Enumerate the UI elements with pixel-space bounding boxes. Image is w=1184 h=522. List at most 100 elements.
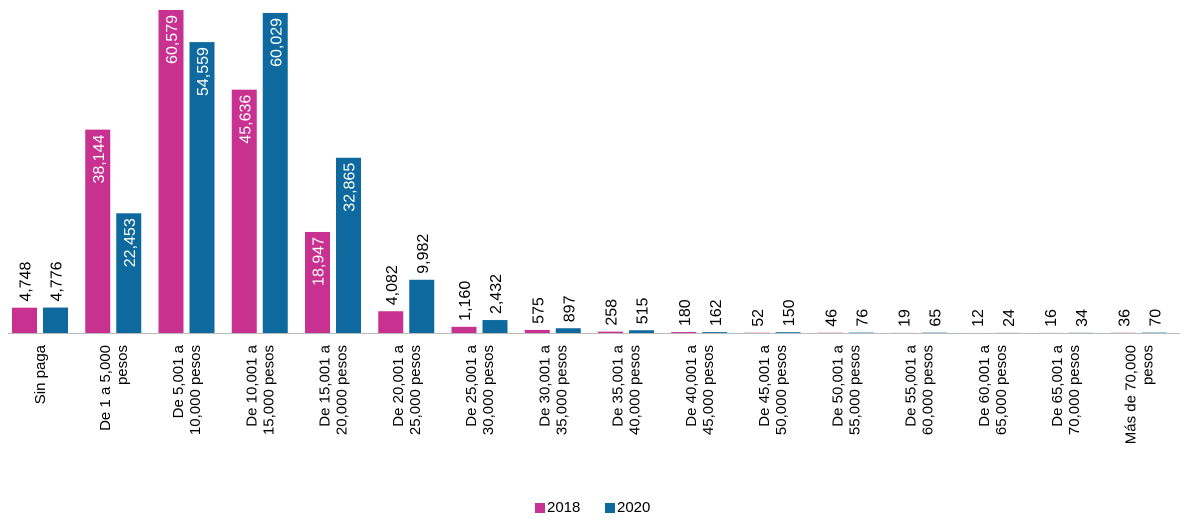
- value-label: 45,636: [237, 95, 254, 144]
- x-tick-label: De 65,001 a70,000 pesos: [1049, 344, 1083, 435]
- value-label: 36: [1116, 309, 1133, 327]
- value-label: 4,748: [18, 262, 35, 302]
- x-tick-label-line: 45,000 pesos: [700, 345, 717, 435]
- value-label: 180: [677, 299, 694, 326]
- x-tick-label-line: De 60,001 a: [976, 344, 993, 426]
- x-tick-label: De 35,001 a40,000 pesos: [610, 344, 644, 435]
- legend-label: 2018: [547, 499, 580, 516]
- x-tick-label: Sin paga: [32, 344, 49, 404]
- value-label: 38,144: [91, 135, 108, 184]
- x-tick-label-line: De 1 a 5,000: [97, 345, 114, 431]
- x-tick-label-line: De 15,001 a: [317, 344, 334, 426]
- bar: [775, 332, 801, 333]
- value-label: 16: [1043, 309, 1060, 327]
- x-tick-label: De 60,001 a65,000 pesos: [976, 344, 1010, 435]
- bar: [451, 326, 477, 333]
- x-tick-label-line: 25,000 pesos: [407, 345, 424, 435]
- value-label: 54,559: [195, 47, 212, 96]
- value-label: 515: [635, 297, 652, 324]
- value-label: 150: [781, 299, 798, 326]
- bar: [555, 328, 581, 333]
- value-label: 52: [750, 309, 767, 327]
- x-tick-label: Más de 70,000pesos: [1122, 345, 1156, 444]
- x-tick-label-line: De 25,001 a: [463, 344, 480, 426]
- x-tick-label-line: De 35,001 a: [610, 344, 627, 426]
- x-tick-label: De 25,001 a30,000 pesos: [463, 344, 497, 435]
- bar: [671, 332, 697, 333]
- x-tick-label-line: De 55,001 a: [903, 344, 920, 426]
- value-label: 12: [970, 309, 987, 327]
- x-tick-label-line: 35,000 pesos: [553, 345, 570, 435]
- value-label: 4,776: [49, 261, 66, 301]
- x-tick-label-line: 15,000 pesos: [260, 345, 277, 435]
- bar: [409, 279, 435, 333]
- x-tick-label-line: 20,000 pesos: [334, 345, 351, 435]
- value-label: 46: [823, 309, 840, 327]
- bar: [336, 157, 361, 333]
- x-tick-label-line: Sin paga: [32, 344, 49, 404]
- bar: [524, 329, 550, 333]
- x-tick-label: De 10,001 a15,000 pesos: [243, 344, 277, 435]
- x-tick-label-line: 30,000 pesos: [480, 345, 497, 435]
- bar: [189, 42, 215, 333]
- x-tick-label-line: Más de 70,000: [1122, 345, 1139, 444]
- value-label: 65: [928, 309, 945, 327]
- value-label: 897: [561, 295, 578, 322]
- value-label: 19: [897, 309, 914, 327]
- value-label: 76: [854, 309, 871, 327]
- x-tick-label-line: De 65,001 a: [1049, 344, 1066, 426]
- x-tick-label: De 45,001 a50,000 pesos: [756, 344, 790, 435]
- x-tick-label-line: 65,000 pesos: [993, 345, 1010, 435]
- x-tick-label-line: De 45,001 a: [756, 344, 773, 426]
- x-tick-label-line: 50,000 pesos: [773, 345, 790, 435]
- x-tick-label-line: 60,000 pesos: [920, 345, 937, 435]
- bar: [85, 129, 111, 333]
- x-tick-label-line: De 20,001 a: [390, 344, 407, 426]
- x-tick-label: De 55,001 a60,000 pesos: [903, 344, 937, 435]
- value-label: 258: [604, 299, 621, 326]
- x-tick-label: De 15,001 a20,000 pesos: [317, 344, 351, 435]
- value-label: 24: [1001, 309, 1018, 327]
- x-tick-label-line: De 50,001 a: [829, 344, 846, 426]
- bar: [305, 231, 330, 333]
- bar: [262, 12, 288, 334]
- bar: [231, 89, 257, 334]
- x-tick-label-line: De 5,001 a: [170, 344, 187, 418]
- value-label: 70: [1147, 309, 1164, 327]
- bar: [482, 320, 508, 333]
- value-label: 60,029: [268, 18, 285, 67]
- x-tick-label-line: De 40,001 a: [683, 344, 700, 426]
- bar: [158, 10, 184, 333]
- x-tick-label-line: 55,000 pesos: [846, 345, 863, 435]
- value-label: 22,453: [122, 218, 139, 267]
- x-tick-label-line: 40,000 pesos: [627, 345, 644, 435]
- bar: [12, 307, 37, 333]
- value-label: 162: [708, 299, 725, 326]
- value-label: 1,160: [457, 281, 474, 321]
- bar: [598, 331, 623, 333]
- legend-swatch: [535, 503, 545, 513]
- x-tick-label-line: 70,000 pesos: [1066, 345, 1083, 435]
- bar: [629, 330, 654, 333]
- x-tick-label-line: 10,000 pesos: [187, 345, 204, 435]
- x-tick-label: De 5,001 a10,000 pesos: [170, 344, 204, 435]
- legend-label: 2020: [617, 499, 650, 516]
- x-tick-label-line: De 10,001 a: [243, 344, 260, 426]
- value-label: 60,579: [164, 15, 181, 64]
- x-tick-label-line: De 30,001 a: [536, 344, 553, 426]
- bar: [378, 311, 404, 333]
- value-label: 4,082: [384, 265, 401, 305]
- bar: [116, 213, 142, 333]
- value-label: 32,865: [342, 163, 359, 212]
- x-tick-label: De 20,001 a25,000 pesos: [390, 344, 424, 435]
- x-tick-label: De 1 a 5,000pesos: [97, 345, 131, 431]
- legend-swatch: [605, 503, 615, 513]
- x-tick-label-line: pesos: [114, 345, 131, 385]
- bar: [702, 332, 728, 333]
- x-tick-label: De 30,001 a35,000 pesos: [536, 344, 570, 435]
- value-label: 9,982: [415, 234, 432, 274]
- value-label: 34: [1074, 309, 1091, 327]
- x-tick-label: De 40,001 a45,000 pesos: [683, 344, 717, 435]
- x-tick-label-line: pesos: [1139, 345, 1156, 385]
